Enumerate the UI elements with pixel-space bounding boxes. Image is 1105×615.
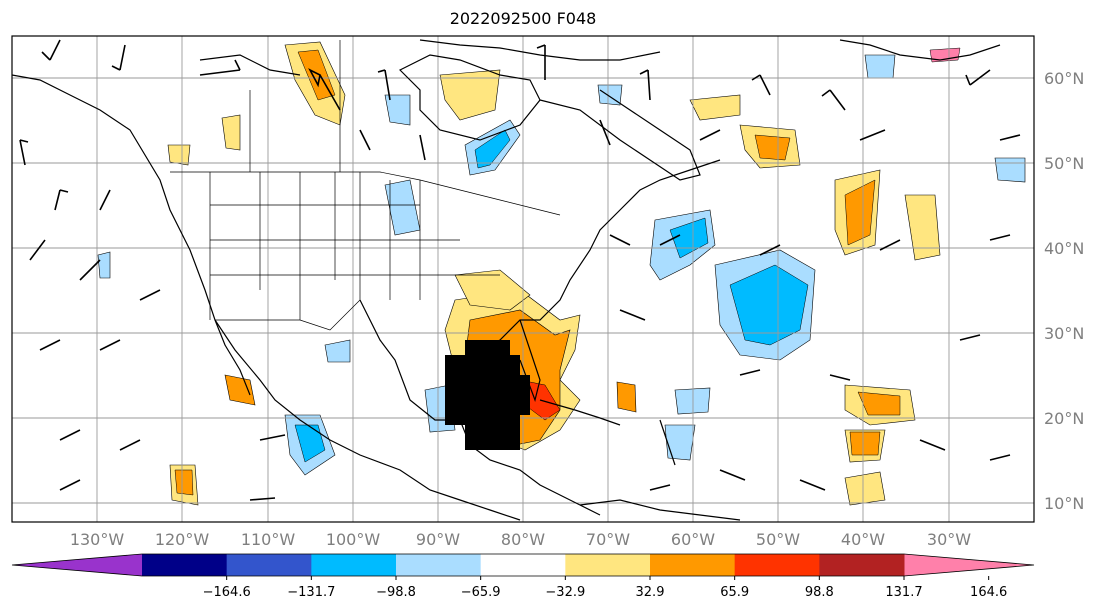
colorbar-segment xyxy=(226,554,312,576)
longitude-labels: 130°W 120°W 110°W 100°W 90°W 80°W 70°W 6… xyxy=(70,530,971,549)
cold-region-east xyxy=(994,157,1026,183)
colorbar-extend-low xyxy=(12,554,142,576)
colorbar-tick-label: −131.7 xyxy=(287,585,335,600)
warm-region-se-us xyxy=(454,269,531,311)
wind-barbs xyxy=(19,39,1021,501)
colorbar-segment xyxy=(819,554,905,576)
cold-region-central-atlantic-mid xyxy=(729,264,809,346)
colorbar-segment xyxy=(650,554,736,576)
map-title: 2022092500 F048 xyxy=(449,9,597,28)
warm-region-pacific-nw xyxy=(221,114,241,151)
lon-label: 50°W xyxy=(756,530,800,549)
colorbar-segment xyxy=(734,554,820,576)
colorbar-tick-label: −32.9 xyxy=(545,585,585,600)
colorbar-tick-label: −98.8 xyxy=(376,585,416,600)
warm-region-pacific-west xyxy=(167,144,191,166)
lon-label: 130°W xyxy=(70,530,125,549)
colorbar-outline xyxy=(11,553,1035,577)
lon-label: 80°W xyxy=(501,530,545,549)
warm-region-atlantic-north-mid xyxy=(754,134,791,161)
cold-region-hudson-west xyxy=(384,94,411,126)
map-panel xyxy=(11,35,1035,523)
lat-label: 40°N xyxy=(1044,239,1084,258)
warm-region-tropical-atl-1-mid xyxy=(857,391,901,416)
cold-region-greenland xyxy=(864,54,896,79)
cold-region-caribbean xyxy=(664,424,696,461)
colorbar-segment xyxy=(311,554,397,576)
graticule xyxy=(12,36,1034,522)
lat-label: 50°N xyxy=(1044,154,1084,173)
warm-region-tropical-atl-2-mid xyxy=(849,431,881,456)
colorbar-tick-label: 65.9 xyxy=(720,585,749,600)
lat-label: 10°N xyxy=(1044,494,1084,513)
warm-region-antilles xyxy=(616,381,637,413)
lon-label: 90°W xyxy=(416,530,460,549)
cold-region-pacific-w xyxy=(97,251,111,279)
colorbar-tick-label: 32.9 xyxy=(636,585,665,600)
warm-region-mid-atlantic-mid xyxy=(844,179,876,246)
political-borders xyxy=(170,40,561,331)
colorbar-segment xyxy=(480,554,566,576)
cold-region-great-lakes-mid xyxy=(474,129,511,169)
warm-region-labrador xyxy=(689,94,741,121)
coastlines xyxy=(11,39,1001,521)
warm-region-east-atlantic xyxy=(904,194,941,261)
colorbar-segment xyxy=(142,554,228,576)
warm-region-tropical-atl-3 xyxy=(844,471,886,506)
lon-label: 110°W xyxy=(241,530,296,549)
lon-label: 70°W xyxy=(586,530,630,549)
anomaly-shading xyxy=(97,41,1026,506)
colorbar: −164.6 −131.7 −98.8 −65.9 −32.9 32.9 65.9 98.8 1… xyxy=(11,553,1035,600)
colorbar-tick-label: 164.6 xyxy=(970,585,1007,600)
lon-label: 60°W xyxy=(671,530,715,549)
colorbar-segment xyxy=(565,554,651,576)
lat-label: 20°N xyxy=(1044,409,1084,428)
storm-marker-cluster xyxy=(445,340,530,450)
warm-region-canada-nw-mid xyxy=(297,49,336,101)
latitude-labels: 60°N 50°N 40°N 30°N 20°N 10°N xyxy=(1044,69,1084,513)
colorbar-extend-high xyxy=(904,554,1034,576)
lon-label: 40°W xyxy=(841,530,885,549)
colorbar-tick-label: 131.7 xyxy=(885,585,922,600)
warm-region-baja xyxy=(224,374,256,406)
lat-label: 30°N xyxy=(1044,324,1084,343)
colorbar-segment xyxy=(396,554,482,576)
map-frame xyxy=(11,35,1035,523)
colorbar-tick-label: 98.8 xyxy=(805,585,834,600)
warm-region-pacific-south-mid xyxy=(174,469,194,496)
cold-region-atl-south xyxy=(674,387,711,415)
cold-region-mexico-east xyxy=(324,339,351,363)
lat-label: 60°N xyxy=(1044,69,1084,88)
colorbar-tick-label: −164.6 xyxy=(203,585,251,600)
colorbar-tick-label: −65.9 xyxy=(461,585,501,600)
cold-region-pacific-mexico-mid xyxy=(294,424,326,463)
lon-label: 120°W xyxy=(155,530,210,549)
lon-label: 100°W xyxy=(326,530,381,549)
lon-label: 30°W xyxy=(927,530,971,549)
